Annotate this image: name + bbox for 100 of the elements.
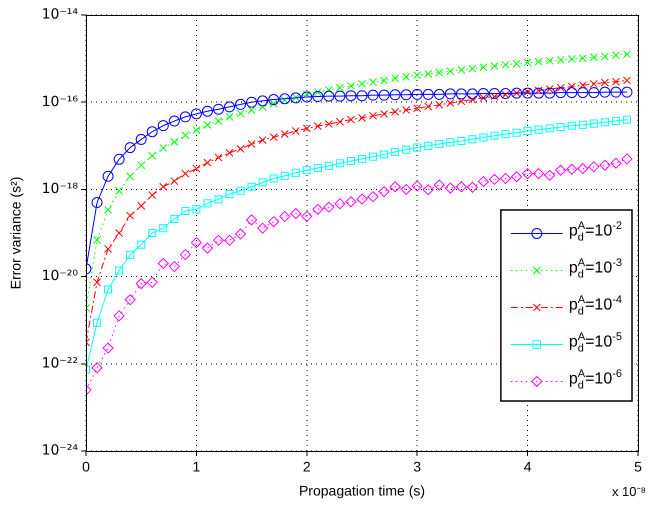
point <box>279 210 290 222</box>
point <box>402 146 410 154</box>
point <box>402 106 410 114</box>
point <box>413 71 422 80</box>
point <box>546 56 554 65</box>
point <box>301 91 312 102</box>
point <box>534 126 543 134</box>
text: x 10⁻⁸ <box>612 484 646 499</box>
point <box>323 202 334 213</box>
point <box>248 140 256 148</box>
point <box>380 76 388 84</box>
point <box>391 74 400 82</box>
point <box>456 181 467 192</box>
point <box>214 116 223 126</box>
point <box>522 88 534 99</box>
point <box>380 110 388 118</box>
point <box>378 90 390 101</box>
point <box>511 171 522 182</box>
point <box>190 108 202 120</box>
point <box>500 88 512 100</box>
point <box>356 194 368 205</box>
point <box>358 114 366 122</box>
point <box>435 68 444 77</box>
point <box>102 342 114 354</box>
point <box>214 153 223 162</box>
point <box>555 87 566 98</box>
point <box>390 89 401 100</box>
point <box>622 116 631 124</box>
point <box>478 176 489 188</box>
point <box>104 206 112 214</box>
point <box>236 144 245 153</box>
point <box>212 104 224 115</box>
point <box>126 172 134 180</box>
point <box>622 50 631 58</box>
point <box>203 120 212 130</box>
point <box>479 63 488 72</box>
y-tick-label: 10⁻²⁰ <box>42 268 78 284</box>
point <box>248 106 256 114</box>
point <box>488 174 500 185</box>
point <box>115 266 124 275</box>
point <box>479 133 488 142</box>
point <box>466 88 478 100</box>
point <box>115 186 124 195</box>
point <box>457 136 466 146</box>
point <box>192 205 200 214</box>
point <box>170 138 178 146</box>
point <box>588 87 600 98</box>
point <box>346 116 355 124</box>
point <box>137 240 146 249</box>
point <box>413 104 422 112</box>
point <box>246 96 258 108</box>
point <box>159 224 168 232</box>
point <box>235 98 246 110</box>
point <box>400 184 412 195</box>
point <box>148 191 156 200</box>
point <box>302 166 311 174</box>
point <box>468 135 476 144</box>
point <box>258 178 267 186</box>
point <box>224 234 236 246</box>
point <box>292 126 300 135</box>
point <box>369 112 378 120</box>
point <box>246 214 258 226</box>
point <box>612 51 620 60</box>
point <box>524 126 532 135</box>
point <box>577 87 588 98</box>
point <box>600 52 609 60</box>
point <box>468 96 476 104</box>
point <box>168 116 180 127</box>
point <box>346 82 355 90</box>
point <box>402 72 410 81</box>
point <box>413 144 422 152</box>
point <box>446 99 454 108</box>
point <box>566 164 578 175</box>
point <box>180 249 191 260</box>
point <box>490 62 499 70</box>
point <box>578 54 587 62</box>
x-axis-title: Propagation time (s) <box>298 482 426 498</box>
point <box>400 89 412 100</box>
point <box>566 87 578 98</box>
point <box>312 91 324 102</box>
point <box>137 161 146 170</box>
point <box>590 80 598 88</box>
point <box>556 123 565 132</box>
point <box>512 60 521 68</box>
point <box>137 202 146 210</box>
point <box>478 88 489 100</box>
point <box>314 164 322 172</box>
y-tick-label: 10⁻²² <box>42 355 78 372</box>
x-tick-label: 0 <box>82 458 90 474</box>
point <box>590 53 598 62</box>
point <box>490 92 499 101</box>
point <box>202 242 213 254</box>
point <box>358 80 366 88</box>
point <box>435 140 444 148</box>
point <box>124 294 136 306</box>
point <box>368 90 379 101</box>
point <box>93 278 102 286</box>
point <box>203 158 212 167</box>
point <box>236 109 245 118</box>
point <box>588 161 600 172</box>
